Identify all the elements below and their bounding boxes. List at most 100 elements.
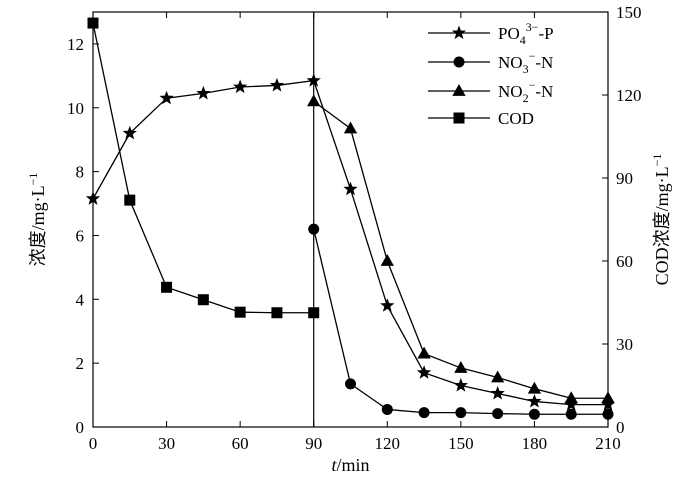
data-point	[564, 397, 579, 411]
data-point	[343, 121, 358, 134]
data-point	[306, 73, 321, 87]
series-line	[313, 100, 608, 399]
data-point	[527, 393, 542, 408]
data-point	[602, 408, 614, 420]
data-point	[122, 125, 137, 140]
data-point	[490, 370, 505, 383]
x-tick-label: 60	[232, 434, 249, 453]
data-point	[528, 408, 540, 420]
series-triangle	[307, 94, 615, 404]
x-tick-label: 210	[595, 434, 621, 453]
legend-label: COD	[498, 109, 534, 128]
series-circle	[308, 223, 614, 420]
data-point	[307, 94, 321, 107]
data-point	[564, 391, 578, 404]
legend-label-main: COD	[498, 109, 534, 128]
data-point	[418, 407, 430, 419]
data-point	[455, 407, 467, 419]
data-point	[159, 90, 174, 105]
series-star	[85, 73, 616, 411]
series-square	[87, 17, 320, 319]
legend-label: PO43−-P	[498, 20, 554, 47]
x-tick-label: 0	[89, 434, 98, 453]
data-point	[490, 385, 505, 400]
y-left-tick-label: 10	[67, 99, 84, 118]
data-point	[565, 408, 577, 420]
legend-marker	[453, 112, 465, 124]
data-point	[417, 346, 431, 359]
x-tick-label: 30	[158, 434, 175, 453]
chart-plot-area	[85, 17, 616, 420]
legend-label-main: NO	[498, 53, 523, 72]
legend-marker	[453, 56, 465, 68]
legend-label-main: NO	[498, 82, 523, 101]
data-point	[343, 181, 358, 196]
data-point	[197, 294, 209, 306]
data-point	[196, 85, 211, 100]
data-point	[308, 223, 320, 235]
y-left-axis-title: 浓度/mg·L−1	[26, 173, 48, 267]
y-left-tick-label: 6	[76, 226, 85, 245]
data-point	[345, 378, 356, 390]
data-point	[453, 378, 468, 392]
series-line	[92, 22, 314, 314]
data-point	[601, 391, 615, 404]
legend-label-sub: 2	[523, 91, 529, 105]
data-point	[271, 307, 283, 319]
y-right-tick-label: 150	[616, 3, 642, 22]
legend-label-tail: -P	[539, 24, 554, 43]
legend-item: NO3−-N	[428, 49, 553, 76]
legend-item: NO2−-N	[428, 78, 553, 105]
legend-label-main: PO	[498, 24, 520, 43]
x-tick-label: 150	[448, 434, 474, 453]
y-right-tick-label: 120	[616, 86, 642, 105]
data-point	[492, 408, 504, 420]
legend-item: PO43−-P	[428, 20, 554, 47]
x-axis-title-unit: /min	[337, 455, 370, 475]
legend-marker	[451, 25, 467, 40]
data-point	[380, 298, 395, 312]
legend-label-sup: −	[529, 78, 536, 92]
y-right-tick-label: 30	[616, 335, 633, 354]
data-point	[269, 77, 285, 92]
data-point	[233, 79, 248, 94]
x-axis-title-var: t	[331, 455, 337, 475]
y-left-tick-label: 4	[76, 290, 85, 309]
data-point	[527, 381, 542, 394]
y-left-axis-title-text: 浓度/mg·L	[28, 185, 48, 266]
data-point	[234, 306, 246, 318]
legend-label-tail: -N	[535, 82, 553, 101]
data-point	[454, 360, 468, 373]
legend-marker	[452, 84, 466, 96]
plot-frame	[92, 11, 609, 428]
legend-label-sup: 3−	[526, 20, 539, 34]
legend-label-sup: −	[529, 49, 536, 63]
y-left-tick-label: 8	[76, 163, 85, 182]
y-right-axis-title-sup: −1	[650, 154, 664, 167]
y-right-tick-label: 0	[616, 418, 625, 437]
data-point	[600, 397, 616, 411]
x-axis-title: t/min	[331, 455, 369, 475]
legend-label-sub: 4	[520, 33, 526, 47]
chart-axes: 0 30 60 90 120 150 180 210024681012030609012015…	[26, 3, 672, 475]
x-tick-label: 90	[305, 434, 322, 453]
data-point	[416, 365, 432, 379]
y-left-tick-label: 12	[67, 35, 84, 54]
data-point	[124, 194, 136, 206]
data-point	[85, 191, 101, 205]
data-point	[161, 281, 173, 293]
legend-label: NO3−-N	[498, 49, 553, 76]
legend-label: NO2−-N	[498, 78, 553, 105]
y-left-tick-label: 0	[76, 418, 85, 437]
legend-label-sub: 3	[523, 62, 529, 76]
data-point	[380, 254, 394, 266]
y-right-axis-title-text: COD浓度/mg·L	[652, 166, 672, 285]
legend-label-tail: -N	[535, 53, 553, 72]
x-tick-label: 180	[522, 434, 548, 453]
y-right-tick-label: 60	[616, 252, 633, 271]
y-left-tick-label: 2	[76, 354, 85, 373]
y-right-axis-title: COD浓度/mg·L−1	[650, 154, 672, 286]
y-right-tick-label: 90	[616, 169, 633, 188]
